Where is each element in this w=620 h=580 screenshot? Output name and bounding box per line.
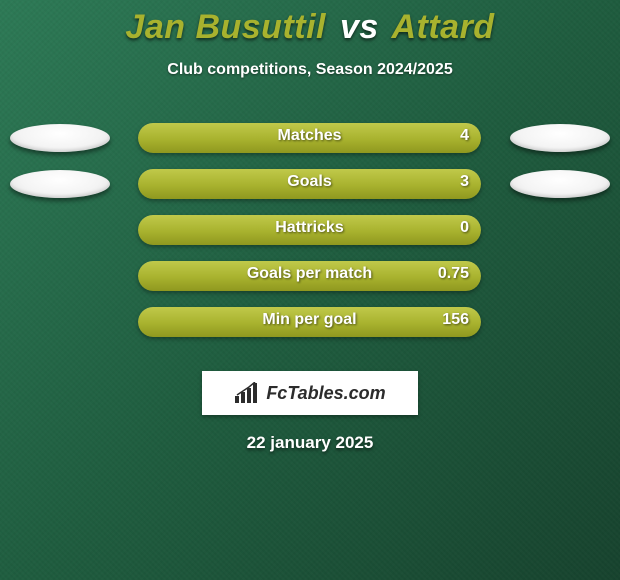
left-pebble (10, 124, 110, 152)
bar-fill-right (138, 307, 481, 337)
stat-bar: Hattricks0 (138, 215, 481, 245)
stat-row: Goals per match0.75 (0, 261, 620, 307)
bar-fill-right (138, 261, 481, 291)
footer-date: 22 january 2025 (0, 433, 620, 453)
subtitle: Club competitions, Season 2024/2025 (0, 61, 620, 79)
content-wrap: Jan Busuttil vs Attard Club competitions… (0, 0, 620, 453)
stat-rows: Matches4 Goals3 Hattricks0 Goals per match0… (0, 123, 620, 353)
right-pebble (510, 124, 610, 152)
title-player1: Jan Busuttil (125, 8, 326, 46)
stat-row: Matches4 (0, 123, 620, 169)
title-vs: vs (340, 8, 379, 46)
stat-bar: Matches4 (138, 123, 481, 153)
bar-fill-right (138, 123, 481, 153)
bar-chart-icon (234, 382, 260, 404)
title-player2: Attard (391, 8, 494, 46)
bar-fill-right (138, 215, 481, 245)
page-title: Jan Busuttil vs Attard (0, 8, 620, 47)
brand-badge: FcTables.com (202, 371, 418, 415)
stat-bar: Goals3 (138, 169, 481, 199)
stat-row: Min per goal156 (0, 307, 620, 353)
brand-text: FcTables.com (266, 383, 385, 404)
left-pebble (10, 170, 110, 198)
stat-row: Hattricks0 (0, 215, 620, 261)
bar-fill-right (138, 169, 481, 199)
stat-bar: Min per goal156 (138, 307, 481, 337)
right-pebble (510, 170, 610, 198)
stat-bar: Goals per match0.75 (138, 261, 481, 291)
stat-row: Goals3 (0, 169, 620, 215)
